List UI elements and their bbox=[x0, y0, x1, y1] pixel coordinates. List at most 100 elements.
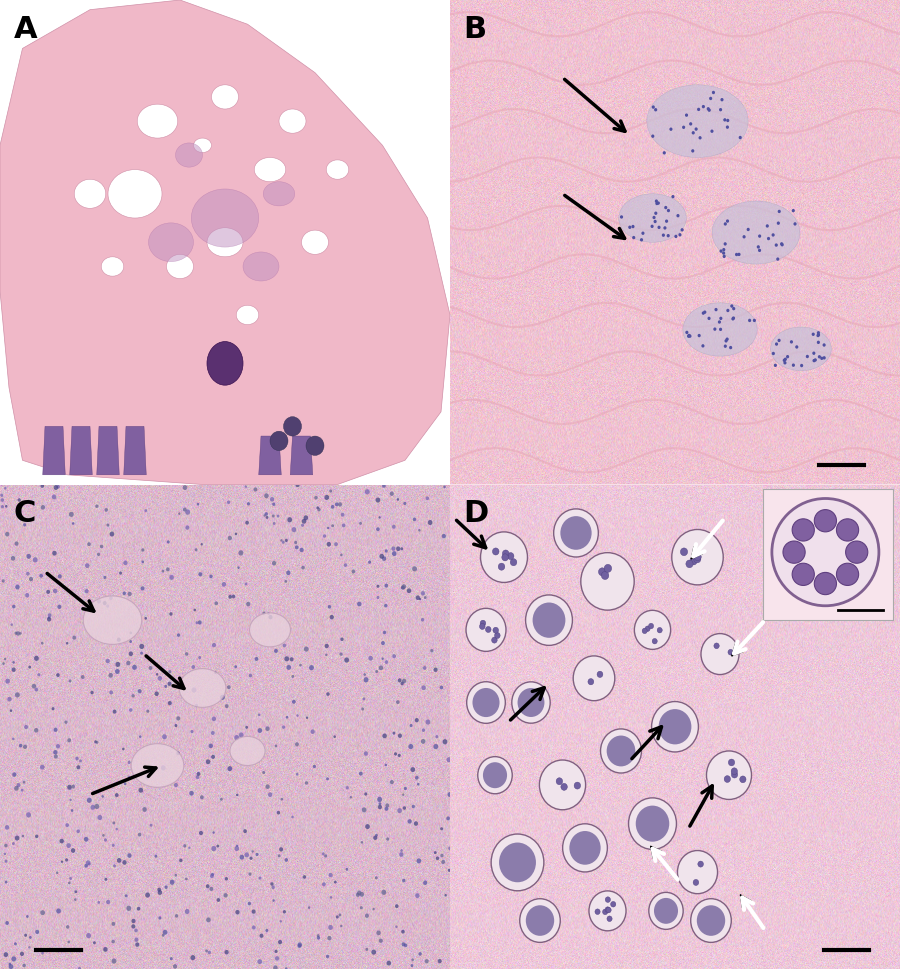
Ellipse shape bbox=[166, 255, 194, 279]
Ellipse shape bbox=[68, 738, 71, 742]
Ellipse shape bbox=[655, 200, 658, 203]
Ellipse shape bbox=[268, 793, 273, 797]
Ellipse shape bbox=[285, 716, 288, 719]
Ellipse shape bbox=[275, 956, 279, 960]
Ellipse shape bbox=[128, 776, 130, 779]
Ellipse shape bbox=[68, 882, 70, 885]
Ellipse shape bbox=[817, 341, 820, 344]
Ellipse shape bbox=[671, 529, 724, 585]
Ellipse shape bbox=[595, 909, 600, 915]
Ellipse shape bbox=[283, 643, 286, 647]
Ellipse shape bbox=[748, 319, 752, 322]
Ellipse shape bbox=[702, 311, 705, 315]
Ellipse shape bbox=[440, 686, 443, 689]
Ellipse shape bbox=[198, 572, 202, 577]
Ellipse shape bbox=[714, 328, 716, 330]
Ellipse shape bbox=[423, 881, 428, 885]
Ellipse shape bbox=[758, 234, 761, 237]
Ellipse shape bbox=[610, 901, 616, 907]
Ellipse shape bbox=[698, 334, 701, 337]
Ellipse shape bbox=[178, 513, 181, 515]
Ellipse shape bbox=[211, 873, 214, 876]
Ellipse shape bbox=[816, 333, 820, 337]
Ellipse shape bbox=[108, 170, 162, 218]
Ellipse shape bbox=[280, 921, 282, 922]
Ellipse shape bbox=[113, 864, 116, 867]
Ellipse shape bbox=[5, 532, 9, 537]
Ellipse shape bbox=[85, 589, 89, 593]
Ellipse shape bbox=[436, 857, 439, 860]
Ellipse shape bbox=[29, 577, 33, 581]
Ellipse shape bbox=[14, 632, 17, 635]
Ellipse shape bbox=[589, 891, 626, 931]
Ellipse shape bbox=[35, 930, 40, 934]
Ellipse shape bbox=[28, 946, 31, 949]
Ellipse shape bbox=[103, 601, 106, 606]
Ellipse shape bbox=[1, 498, 4, 502]
Ellipse shape bbox=[245, 582, 248, 585]
Ellipse shape bbox=[434, 668, 437, 672]
Ellipse shape bbox=[4, 860, 7, 862]
Ellipse shape bbox=[119, 572, 122, 575]
Ellipse shape bbox=[5, 921, 9, 925]
Ellipse shape bbox=[212, 831, 215, 833]
Ellipse shape bbox=[217, 898, 220, 902]
Ellipse shape bbox=[255, 657, 258, 661]
Ellipse shape bbox=[402, 794, 404, 796]
Ellipse shape bbox=[0, 493, 4, 497]
Ellipse shape bbox=[266, 516, 268, 519]
Ellipse shape bbox=[364, 751, 368, 756]
Ellipse shape bbox=[302, 875, 306, 879]
Ellipse shape bbox=[667, 209, 670, 212]
Ellipse shape bbox=[813, 359, 815, 362]
Ellipse shape bbox=[747, 228, 750, 232]
Ellipse shape bbox=[158, 917, 161, 920]
Ellipse shape bbox=[11, 556, 15, 561]
Ellipse shape bbox=[214, 602, 218, 606]
Ellipse shape bbox=[382, 556, 386, 561]
Ellipse shape bbox=[184, 909, 190, 914]
Ellipse shape bbox=[657, 628, 662, 633]
Ellipse shape bbox=[23, 523, 26, 526]
Polygon shape bbox=[97, 426, 119, 475]
Ellipse shape bbox=[115, 669, 120, 673]
Ellipse shape bbox=[112, 844, 114, 847]
Ellipse shape bbox=[448, 847, 452, 850]
Ellipse shape bbox=[359, 771, 363, 776]
Ellipse shape bbox=[128, 761, 130, 764]
Ellipse shape bbox=[162, 735, 166, 739]
Ellipse shape bbox=[72, 636, 76, 640]
Ellipse shape bbox=[90, 805, 95, 810]
Ellipse shape bbox=[657, 226, 661, 229]
Ellipse shape bbox=[732, 317, 734, 321]
Ellipse shape bbox=[499, 563, 505, 570]
Ellipse shape bbox=[412, 566, 417, 572]
Ellipse shape bbox=[239, 855, 244, 860]
Ellipse shape bbox=[179, 859, 183, 862]
Ellipse shape bbox=[56, 744, 60, 748]
Ellipse shape bbox=[398, 734, 402, 738]
Ellipse shape bbox=[140, 643, 144, 649]
Ellipse shape bbox=[652, 216, 655, 219]
Ellipse shape bbox=[88, 862, 91, 865]
Ellipse shape bbox=[392, 524, 396, 529]
Ellipse shape bbox=[677, 214, 680, 217]
Ellipse shape bbox=[176, 142, 202, 167]
Ellipse shape bbox=[131, 694, 135, 698]
Ellipse shape bbox=[22, 834, 24, 837]
Ellipse shape bbox=[262, 771, 266, 774]
Ellipse shape bbox=[346, 868, 348, 871]
Ellipse shape bbox=[305, 781, 308, 785]
Ellipse shape bbox=[392, 654, 396, 658]
Ellipse shape bbox=[158, 888, 161, 891]
Ellipse shape bbox=[71, 848, 76, 853]
Ellipse shape bbox=[265, 513, 268, 516]
Ellipse shape bbox=[722, 251, 725, 255]
Ellipse shape bbox=[642, 232, 644, 234]
Ellipse shape bbox=[645, 626, 650, 632]
Ellipse shape bbox=[131, 919, 136, 923]
Ellipse shape bbox=[794, 222, 796, 226]
Ellipse shape bbox=[166, 541, 170, 544]
Ellipse shape bbox=[402, 879, 406, 883]
Ellipse shape bbox=[207, 228, 243, 257]
